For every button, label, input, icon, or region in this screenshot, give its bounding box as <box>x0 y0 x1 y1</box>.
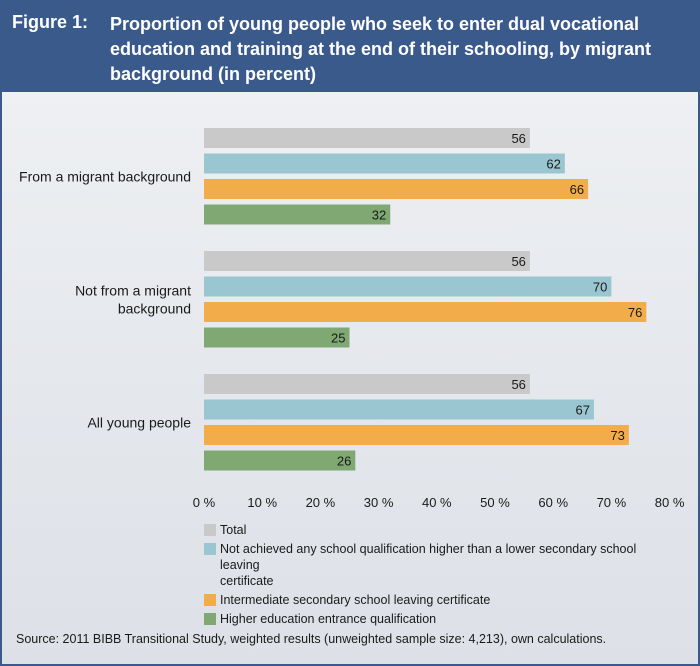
legend-label-higher-education: Higher education entrance qualification <box>220 612 437 626</box>
category-label-non-migrant: Not from a migrant <box>75 282 191 298</box>
x-tick-label-70: 70 % <box>597 495 627 510</box>
value-label-all-total: 56 <box>511 377 525 392</box>
legend-label-no-qualification-line1: Not achieved any school qualification hi… <box>220 542 637 572</box>
bar-all-higher-education <box>204 450 356 471</box>
legend-label-intermediate: Intermediate secondary school leaving ce… <box>220 593 491 607</box>
figure-header: Figure 1: Proportion of young people who… <box>2 2 698 92</box>
legend-swatch-total <box>204 524 216 536</box>
bar-non-migrant-total <box>204 251 530 271</box>
value-label-non-migrant-higher-education: 25 <box>331 331 345 346</box>
value-label-migrant-total: 56 <box>511 131 525 146</box>
bar-non-migrant-higher-education <box>204 327 350 348</box>
value-label-migrant-intermediate: 66 <box>570 182 584 197</box>
bar-all-total <box>204 374 530 394</box>
x-tick-label-20: 20 % <box>306 495 336 510</box>
bar-migrant-total <box>204 128 530 148</box>
bar-migrant-higher-education <box>204 204 391 225</box>
value-label-migrant-higher-education: 32 <box>372 208 386 223</box>
legend-label-total: Total <box>220 523 247 537</box>
bar-non-migrant-no-qualification <box>204 276 612 297</box>
bar-all-intermediate <box>204 425 629 445</box>
x-tick-label-10: 10 % <box>247 495 277 510</box>
bar-migrant-no-qualification <box>204 153 565 174</box>
value-label-migrant-no-qualification: 62 <box>546 157 560 172</box>
figure-label: Figure 1: <box>12 12 89 32</box>
legend-label-no-qualification-line2: certificate <box>220 574 274 588</box>
bar-migrant-intermediate <box>204 179 589 199</box>
value-label-all-intermediate: 73 <box>610 428 624 443</box>
category-label-all: All young people <box>87 414 191 430</box>
x-tick-label-50: 50 % <box>480 495 510 510</box>
value-label-non-migrant-total: 56 <box>511 254 525 269</box>
legend-swatch-no-qualification <box>204 543 216 555</box>
legend-item-intermediate: Intermediate secondary school leaving ce… <box>204 592 674 608</box>
legend-swatch-intermediate <box>204 594 216 606</box>
category-label-migrant: From a migrant background <box>19 168 191 184</box>
value-label-all-higher-education: 26 <box>337 454 351 469</box>
value-label-non-migrant-intermediate: 76 <box>628 305 642 320</box>
x-tick-label-30: 30 % <box>364 495 394 510</box>
chart-legend: Total Not achieved any school qualificat… <box>204 522 674 630</box>
x-tick-label-60: 60 % <box>538 495 568 510</box>
value-label-all-no-qualification: 67 <box>575 403 589 418</box>
value-label-non-migrant-no-qualification: 70 <box>593 280 607 295</box>
bar-all-no-qualification <box>204 399 594 420</box>
legend-item-no-qualification: Not achieved any school qualification hi… <box>204 541 674 589</box>
source-note: Source: 2011 BIBB Transitional Study, we… <box>16 632 607 646</box>
legend-swatch-higher-education <box>204 613 216 625</box>
category-label-non-migrant: background <box>118 300 191 316</box>
legend-item-higher-education: Higher education entrance qualification <box>204 611 674 627</box>
x-tick-label-80: 80 % <box>655 495 685 510</box>
bar-non-migrant-intermediate <box>204 302 647 322</box>
x-tick-label-40: 40 % <box>422 495 452 510</box>
x-tick-label-0: 0 % <box>193 495 216 510</box>
bar-chart: From a migrant background 56 62 66 32 Not fro… <box>19 128 685 510</box>
figure-title: Proportion of young people who seek to e… <box>110 14 652 84</box>
legend-item-total: Total <box>204 522 674 538</box>
